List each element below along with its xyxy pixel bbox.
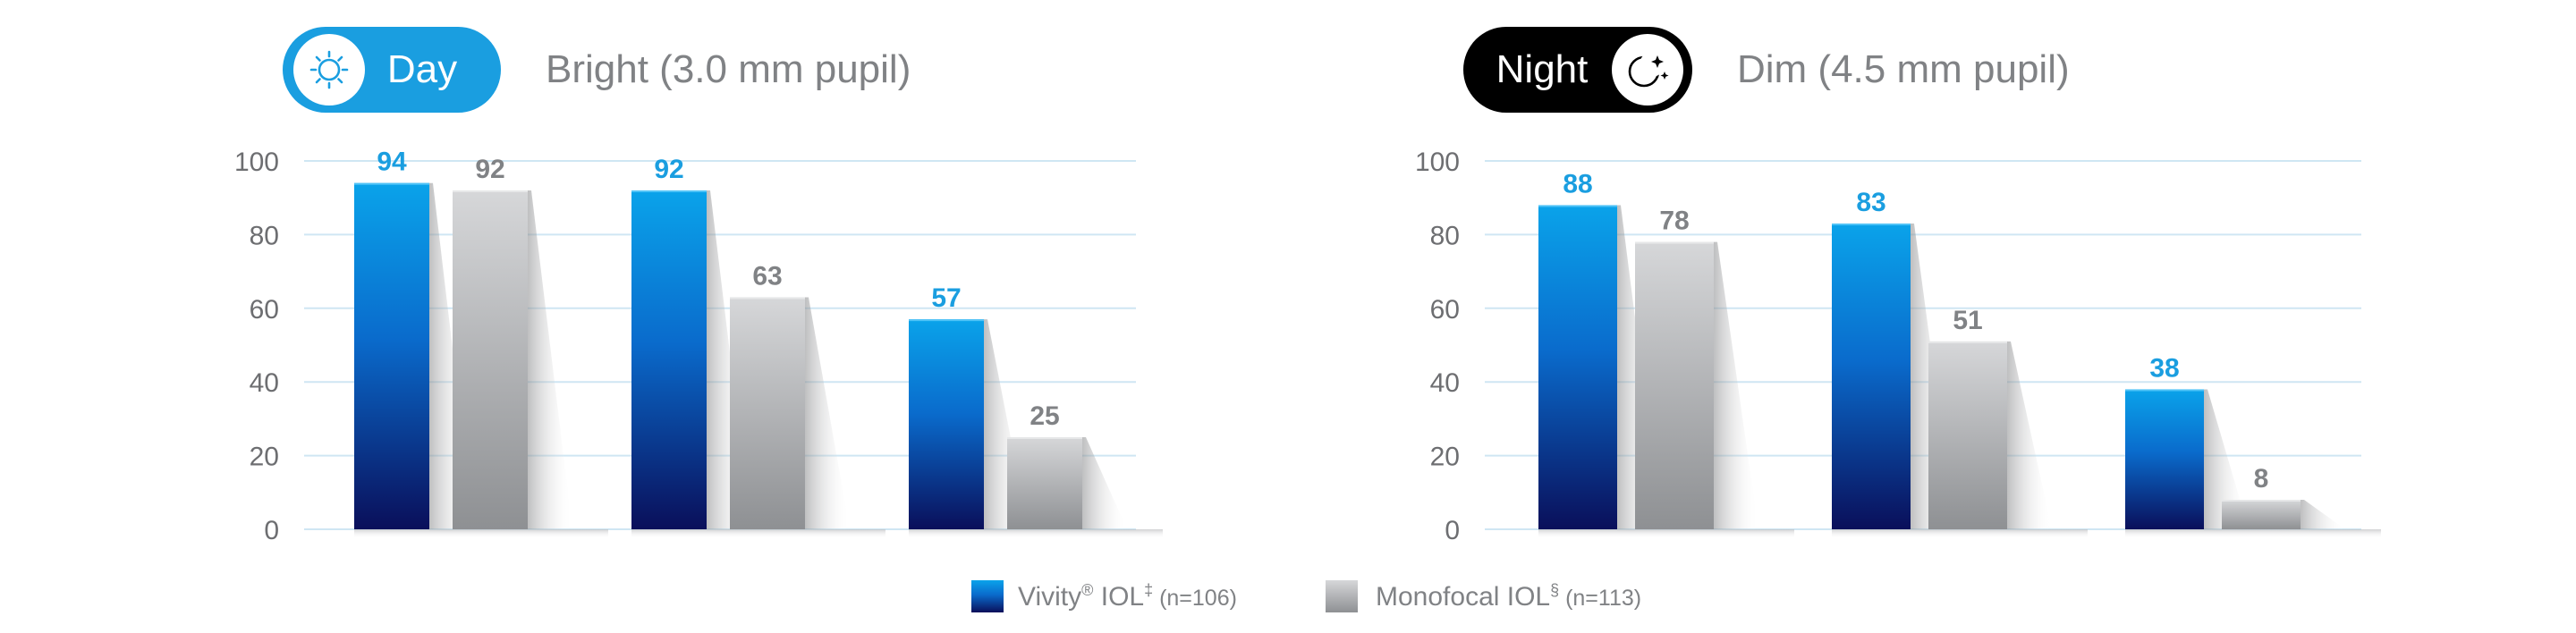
y-tick-label: 0	[264, 516, 279, 545]
bar-vivity	[909, 319, 984, 529]
bar-monofocal	[453, 190, 528, 529]
bar-floor-shadow	[909, 529, 1163, 538]
legend-vivity-sup: ‡	[1144, 581, 1153, 599]
legend-monofocal-name: Monofocal IOL	[1376, 582, 1550, 612]
y-tick-label: 100	[1415, 148, 1460, 177]
bar-floor-shadow	[1538, 529, 1794, 538]
legend-label-monofocal: Monofocal IOL§ (n=113)	[1376, 581, 1641, 612]
night-panel-header: Night Dim (4.5 mm pupil)	[1463, 27, 2070, 113]
data-label-vivity: 57	[931, 283, 961, 313]
legend-swatch-vivity	[971, 580, 1004, 612]
bar-shadow	[1082, 437, 1127, 529]
legend-label-vivity: Vivity® IOL‡ (n=106)	[1018, 581, 1237, 612]
night-toggle-label: Night	[1496, 47, 1589, 91]
bar-floor-shadow	[2125, 529, 2381, 538]
y-tick-label: 60	[250, 295, 279, 325]
legend-vivity-suffix: IOL	[1093, 582, 1144, 612]
bar-vivity	[1538, 205, 1617, 529]
day-panel-header: Day Bright (3.0 mm pupil)	[283, 27, 911, 113]
bar-shadow	[1714, 241, 1758, 529]
y-tick-label: 80	[250, 221, 279, 250]
data-label-monofocal: 25	[1030, 401, 1059, 431]
data-label-monofocal: 63	[752, 261, 782, 291]
bar-floor-shadow	[354, 529, 608, 538]
legend-monofocal-sup: §	[1550, 581, 1559, 599]
data-label-vivity: 38	[2149, 353, 2179, 383]
data-label-monofocal: 78	[1659, 207, 1689, 236]
y-tick-label: 60	[1430, 295, 1460, 325]
night-subtitle: Dim (4.5 mm pupil)	[1737, 47, 2070, 91]
y-tick-label: 20	[250, 443, 279, 472]
legend-item-vivity: Vivity® IOL‡ (n=106)	[971, 580, 1237, 612]
legend-monofocal-n: (n=113)	[1559, 586, 1641, 611]
y-tick-label: 40	[1430, 368, 1460, 398]
day-subtitle: Bright (3.0 mm pupil)	[546, 47, 911, 91]
bar-shadow	[2204, 389, 2249, 529]
bar-vivity	[2125, 389, 2204, 529]
legend-item-monofocal: Monofocal IOL§ (n=113)	[1326, 580, 1641, 612]
moon-stars-icon	[1628, 52, 1669, 88]
day-toggle-label: Day	[387, 47, 457, 91]
legend-vivity-n: (n=106)	[1153, 586, 1237, 611]
data-label-monofocal: 51	[1953, 306, 1982, 335]
legend-vivity-mark: ®	[1081, 581, 1093, 599]
bar-vivity	[354, 182, 429, 529]
y-tick-label: 100	[234, 148, 279, 177]
bar-floor-shadow	[631, 529, 886, 538]
bar-shadow	[2301, 500, 2345, 529]
bar-monofocal	[2222, 500, 2301, 529]
y-tick-label: 0	[1445, 516, 1460, 545]
y-tick-label: 80	[1430, 221, 1460, 250]
y-tick-label: 20	[1430, 443, 1460, 472]
data-label-vivity: 92	[654, 155, 683, 184]
day-toggle-knob	[293, 34, 365, 106]
day-bar-chart: 0 20 40 60 80 100 94 92 57 92 63 25	[234, 148, 1163, 545]
bar-shadow	[528, 190, 572, 529]
bar-monofocal	[1928, 341, 2007, 529]
sun-icon	[309, 50, 349, 89]
data-label-monofocal: 92	[475, 155, 504, 184]
data-label-vivity: 94	[377, 148, 407, 177]
y-tick-label: 40	[250, 368, 279, 398]
bar-monofocal	[730, 297, 805, 529]
legend: Vivity® IOL‡ (n=106) Monofocal IOL§ (n=1…	[971, 580, 1641, 612]
data-label-vivity: 83	[1856, 188, 1885, 217]
data-label-vivity: 88	[1563, 169, 1592, 198]
data-label-monofocal: 8	[2254, 464, 2269, 494]
legend-vivity-name: Vivity	[1018, 582, 1081, 612]
bar-vivity	[631, 190, 707, 529]
legend-swatch-monofocal	[1326, 580, 1358, 612]
bar-shadow	[2007, 341, 2052, 529]
bar-shadow	[805, 297, 850, 529]
bar-monofocal	[1007, 437, 1082, 529]
bar-monofocal	[1635, 241, 1714, 529]
bar-floor-shadow	[1832, 529, 2088, 538]
bar-vivity	[1832, 224, 1911, 530]
night-bar-chart: 0 20 40 60 80 100 88 83 38 78 51 8	[1415, 148, 2381, 545]
